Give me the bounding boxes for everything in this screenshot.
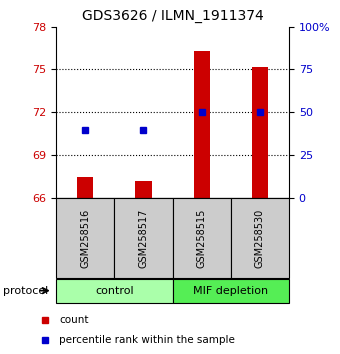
Text: GSM258530: GSM258530: [255, 209, 265, 268]
Text: MIF depletion: MIF depletion: [193, 286, 268, 296]
Text: GSM258517: GSM258517: [138, 209, 149, 268]
Bar: [252, 67, 268, 198]
Bar: [135, 181, 152, 198]
Text: GSM258516: GSM258516: [80, 209, 90, 268]
Bar: [173, 198, 231, 278]
Text: GSM258515: GSM258515: [197, 209, 207, 268]
Title: GDS3626 / ILMN_1911374: GDS3626 / ILMN_1911374: [82, 9, 264, 23]
Bar: [56, 279, 173, 303]
Bar: [56, 198, 114, 278]
Text: control: control: [95, 286, 134, 296]
Text: percentile rank within the sample: percentile rank within the sample: [59, 335, 235, 346]
Text: protocol: protocol: [3, 286, 49, 296]
Text: count: count: [59, 315, 88, 325]
Bar: [114, 198, 173, 278]
Bar: [173, 279, 289, 303]
Bar: [231, 198, 289, 278]
Bar: [77, 177, 94, 198]
Bar: [193, 51, 210, 198]
